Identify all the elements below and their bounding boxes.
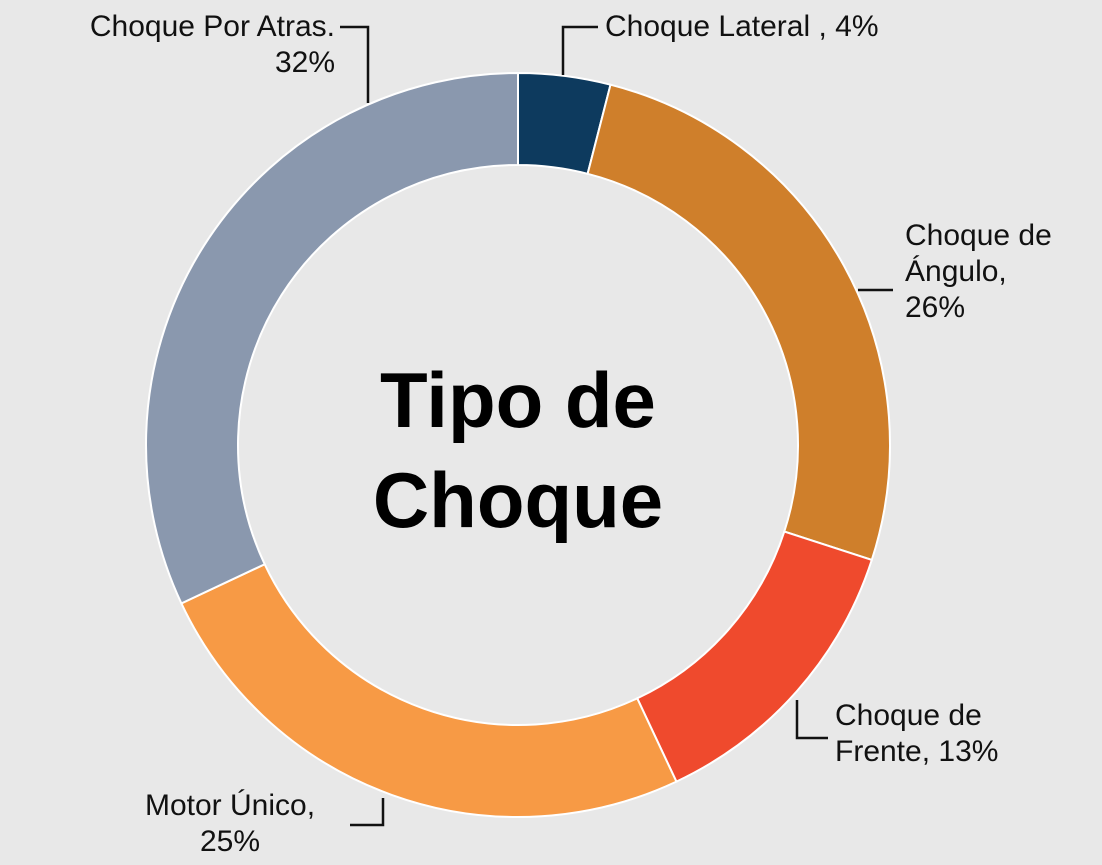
label-name: Choque Lateral , bbox=[605, 10, 827, 43]
label-value: 13% bbox=[938, 735, 999, 768]
chart-title: Tipo de Choque bbox=[372, 356, 664, 544]
slice-label: Motor Único, 25% bbox=[115, 788, 345, 860]
slice bbox=[180, 562, 678, 818]
slice-label: Choque de Ángulo, 26% bbox=[905, 218, 1073, 326]
leader-line bbox=[795, 700, 828, 740]
slice bbox=[145, 71, 519, 605]
label-name: Choque Por Atras. bbox=[89, 10, 335, 43]
label-value: 26% bbox=[905, 291, 966, 324]
donut bbox=[145, 71, 891, 818]
label-value: 32% bbox=[274, 46, 335, 79]
label-name: Choque de Ángulo, bbox=[905, 219, 1052, 288]
leader-line bbox=[561, 25, 598, 75]
leader-line bbox=[340, 25, 370, 103]
label-name: Choque de Frente, bbox=[835, 699, 982, 768]
leaders bbox=[340, 25, 893, 827]
slice bbox=[586, 83, 891, 562]
slice-label: Choque Lateral , 4% bbox=[605, 9, 879, 45]
slice-label: Choque de Frente, 13% bbox=[835, 698, 1050, 770]
label-value: 4% bbox=[835, 10, 879, 43]
slice-label: Choque Por Atras. 32% bbox=[10, 9, 335, 81]
leader-line bbox=[350, 798, 385, 827]
label-name: Motor Único, bbox=[144, 789, 316, 822]
label-value: 25% bbox=[199, 825, 261, 858]
